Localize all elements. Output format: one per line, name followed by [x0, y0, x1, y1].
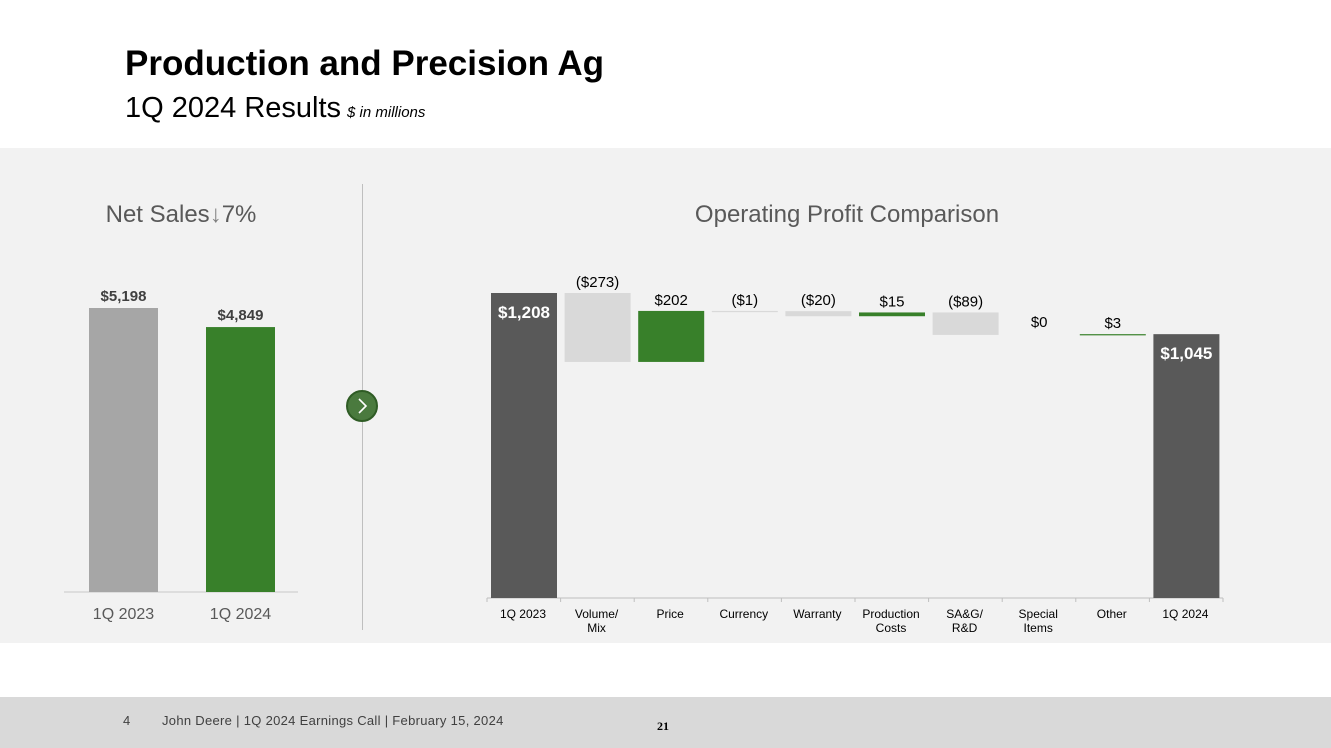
waterfall-bar [638, 310, 705, 362]
waterfall-tick-label: Price [657, 607, 685, 621]
waterfall-tick-label: Production Costs [862, 607, 919, 635]
waterfall-tick-label: Special Items [1019, 607, 1058, 635]
waterfall-tick-label-line: Other [1097, 607, 1127, 621]
waterfall-bar [932, 312, 999, 335]
waterfall-tick-label-line: Currency [719, 607, 768, 621]
page-title: Production and Precision Ag [125, 44, 605, 83]
waterfall-tick-label: Other [1097, 607, 1127, 621]
waterfall-tick-label: Volume/Mix [575, 607, 619, 635]
chevron-right-icon [358, 398, 368, 414]
waterfall-tick-label-line: Items [1024, 621, 1053, 635]
waterfall-tick-label-line: Volume/ [575, 607, 619, 621]
down-arrow-icon: ↓ [210, 201, 222, 228]
footer-text: John Deere | 1Q 2024 Earnings Call | Feb… [162, 713, 504, 728]
subtitle-text: 1Q 2024 Results [125, 92, 342, 124]
next-chevron-button[interactable] [346, 390, 378, 422]
waterfall-tick-label-line: SA&G/ [946, 607, 983, 621]
net-sales-tick-label: 1Q 2023 [93, 606, 154, 623]
net-sales-bar [206, 327, 275, 592]
net-sales-title-text: Net Sales [106, 201, 210, 228]
net-sales-data-label: $5,198 [101, 288, 147, 305]
net-sales-data-label: $4,849 [218, 307, 264, 324]
waterfall-data-label: ($273) [576, 274, 619, 291]
waterfall-bar [859, 312, 925, 317]
page-subtitle: 1Q 2024 Results $ in millions [125, 92, 425, 125]
waterfall-tick-label: Currency [719, 607, 768, 621]
waterfall-bar [1079, 334, 1146, 336]
waterfall-tick-label: Warranty [793, 607, 841, 621]
operating-profit-chart: Operating Profit Comparison $1,208 1Q 2023… [486, 201, 1224, 635]
waterfall-bar [711, 310, 778, 313]
waterfall-tick-label-line: Warranty [793, 607, 841, 621]
waterfall-tick-label-line: 1Q 2024 [1162, 607, 1208, 621]
waterfall-tick-label-line: Price [657, 607, 685, 621]
waterfall-bar [564, 293, 631, 362]
waterfall-data-label: ($89) [948, 293, 983, 310]
waterfall-bar [1153, 334, 1220, 598]
footer-page-number: 4 [123, 713, 131, 728]
waterfall-tick-label-line: 1Q 2023 [500, 607, 546, 621]
waterfall-tick-label-line: Mix [587, 621, 606, 635]
waterfall-tick-label: 1Q 2023 [500, 607, 546, 621]
waterfall-tick-label-line: Production [862, 607, 919, 621]
waterfall-tick-label-line: R&D [952, 621, 978, 635]
net-sales-chart: Net Sales↓7% $5,198 1Q 2023 $4,849 1Q 2024 [64, 201, 298, 623]
waterfall-data-label: $1,045 [1160, 344, 1212, 363]
operating-profit-title: Operating Profit Comparison [695, 201, 999, 228]
waterfall-tick-label-line: Special [1019, 607, 1058, 621]
waterfall-bar [785, 311, 852, 317]
waterfall-data-label: $3 [1104, 315, 1121, 332]
waterfall-data-label: $0 [1031, 314, 1048, 331]
waterfall-tick-label: 1Q 2024 [1162, 607, 1208, 621]
units-note: $ in millions [347, 104, 426, 121]
net-sales-tick-label: 1Q 2024 [210, 606, 271, 623]
waterfall-tick-label-line: Costs [876, 621, 907, 635]
waterfall-tick-label: SA&G/R&D [946, 607, 983, 635]
net-sales-change: 7% [222, 201, 257, 228]
waterfall-data-label: $1,208 [498, 303, 550, 322]
waterfall-data-label: ($20) [801, 292, 836, 309]
waterfall-bar [491, 293, 557, 598]
waterfall-data-label: ($1) [731, 292, 758, 309]
slide-number: 21 [657, 719, 669, 733]
net-sales-title: Net Sales↓7% [106, 201, 257, 228]
waterfall-data-label: $15 [879, 293, 904, 310]
waterfall-data-label: $202 [655, 292, 688, 309]
net-sales-bar [89, 308, 158, 592]
footer: 4 John Deere | 1Q 2024 Earnings Call | F… [0, 697, 1331, 748]
